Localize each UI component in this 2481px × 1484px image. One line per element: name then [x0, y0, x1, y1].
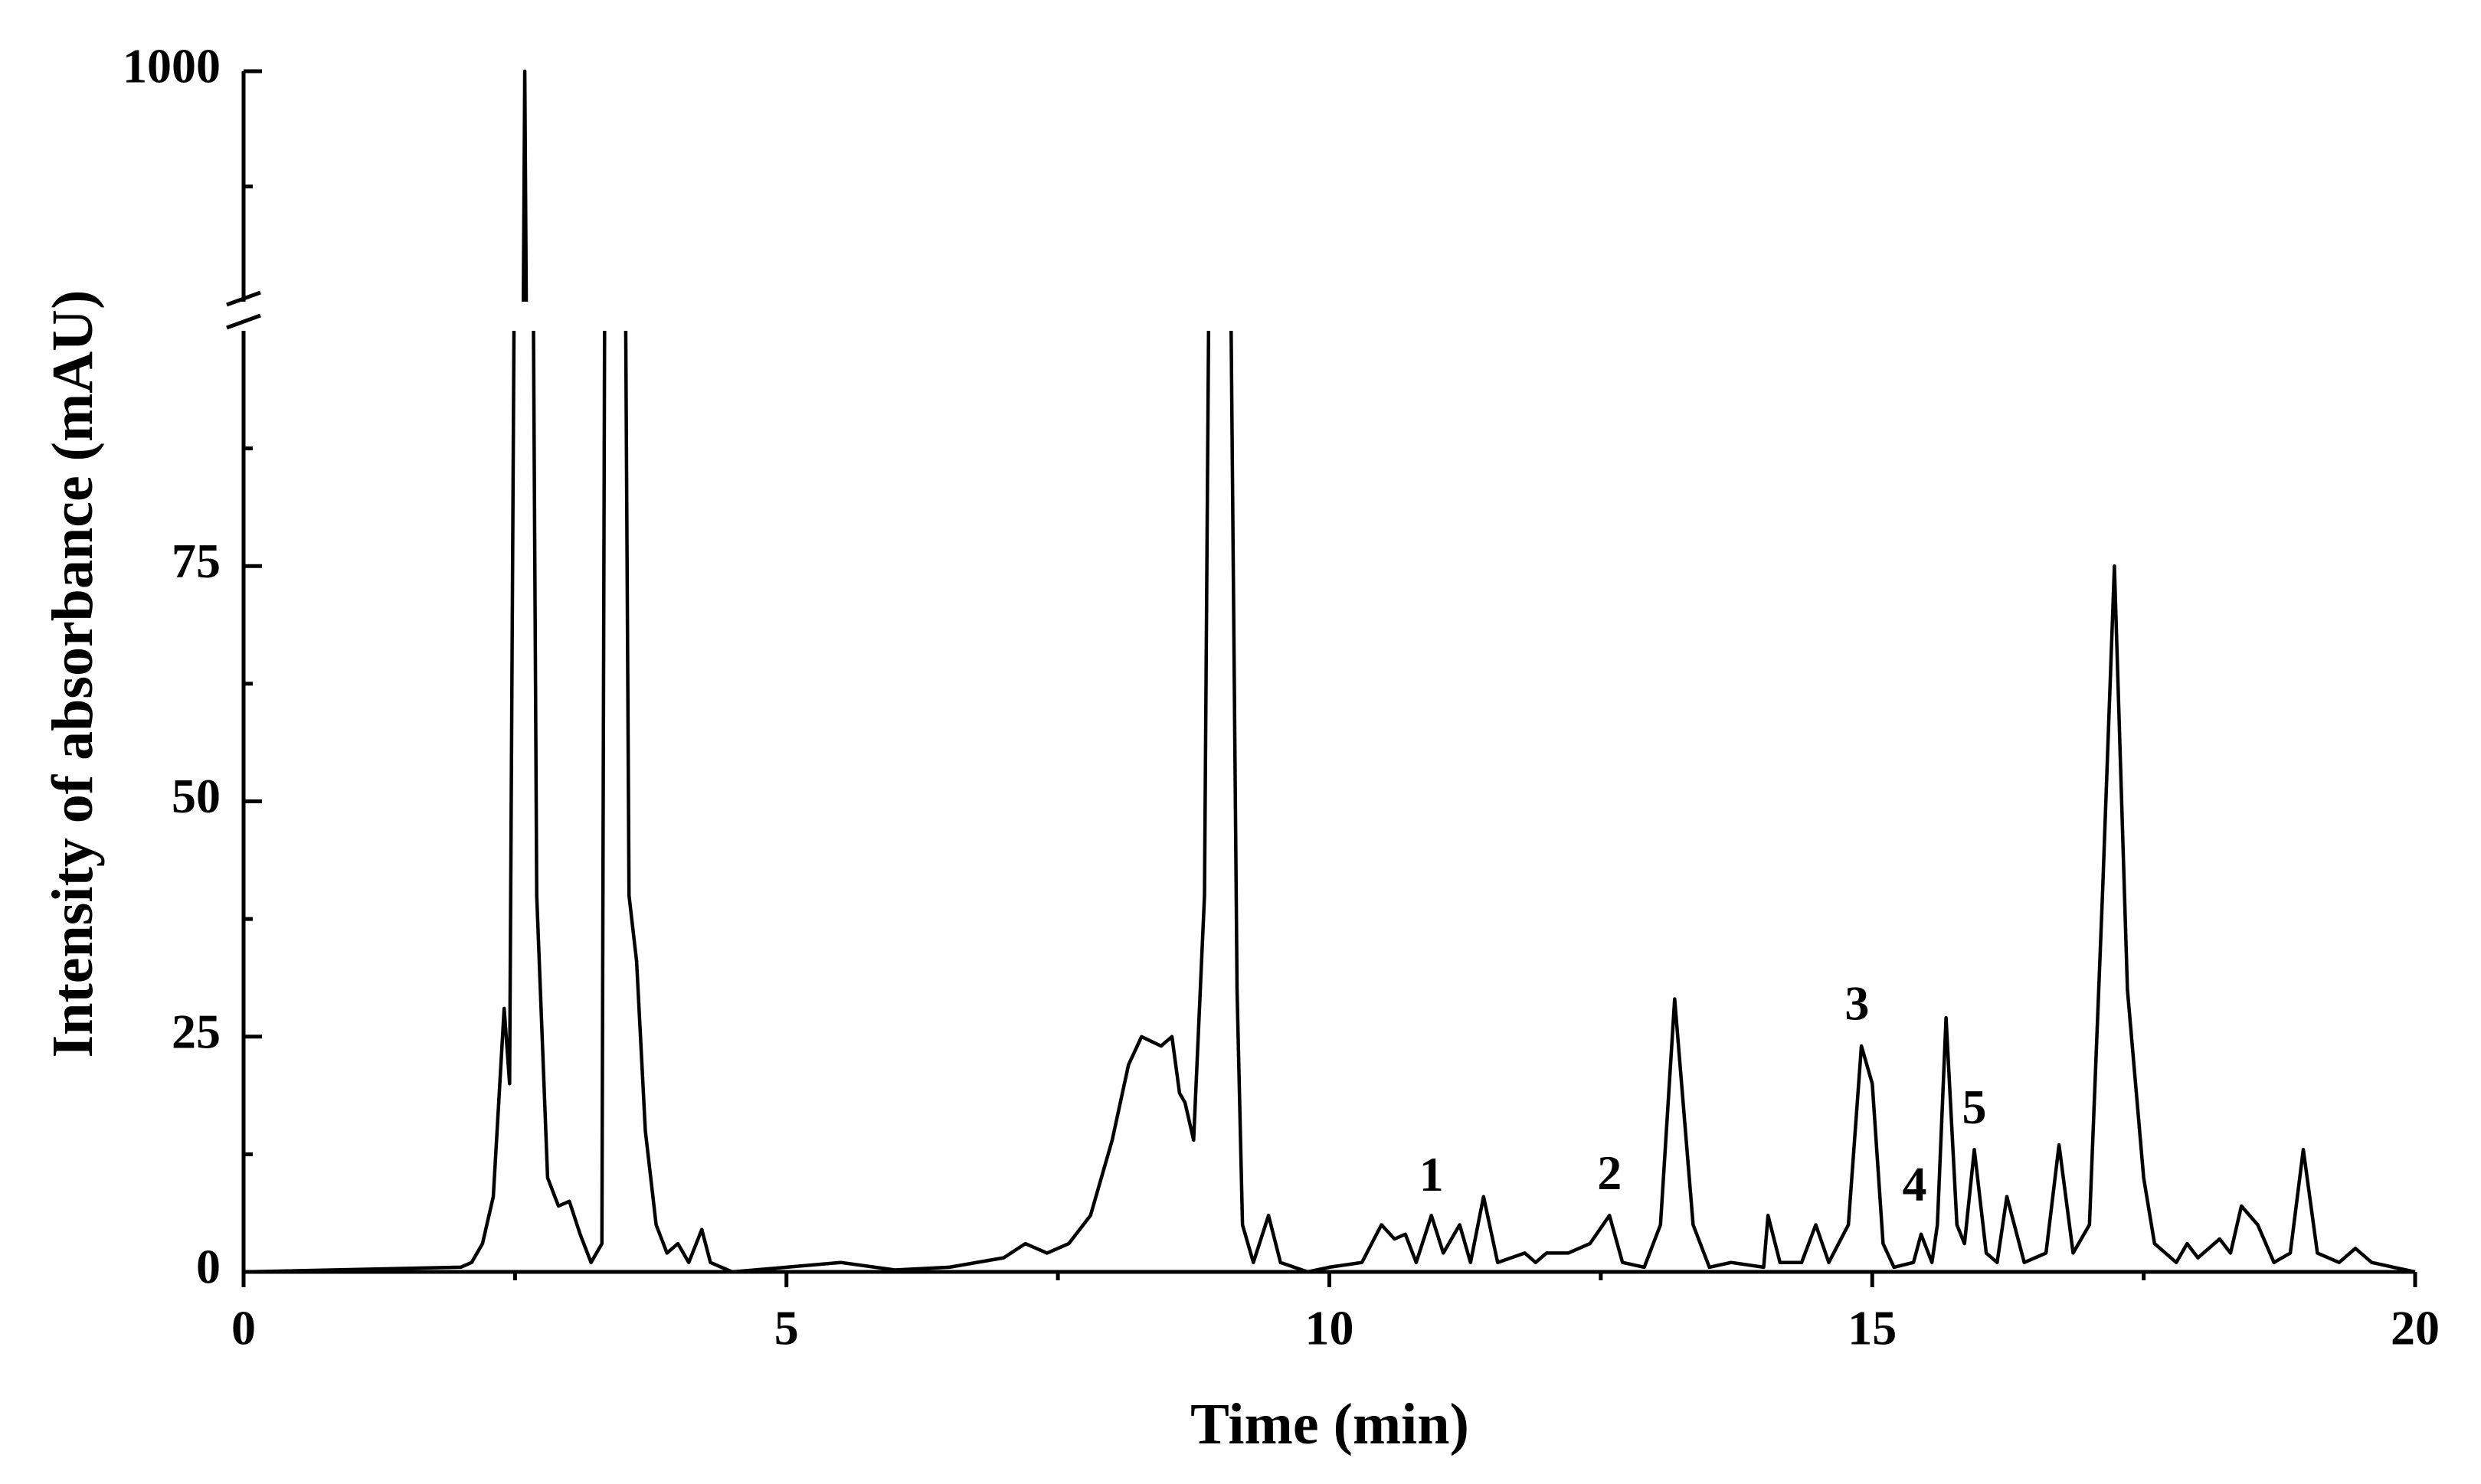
y-tick-label: 1000: [123, 39, 221, 93]
chromatogram-line: [243, 331, 2416, 1274]
peak-label: 1: [1419, 1147, 1444, 1201]
peak-label: 2: [1597, 1146, 1622, 1200]
x-tick-label: 5: [774, 1301, 799, 1355]
x-axis-title: Time (min): [1190, 1392, 1469, 1456]
chromatogram-line-upper: [521, 69, 529, 302]
y-axis-title: Intensity of absorbance (mAU): [41, 290, 105, 1058]
peak-label: 4: [1903, 1157, 1927, 1211]
peak-label: 5: [1962, 1080, 1986, 1134]
y-tick-label: 25: [172, 1004, 221, 1058]
peak-label: 3: [1844, 976, 1869, 1031]
x-tick-label: 0: [231, 1301, 256, 1355]
axis-break: [226, 313, 261, 330]
x-tick-label: 15: [1848, 1301, 1897, 1355]
y-tick-label: 50: [172, 769, 221, 823]
y-tick-label: 75: [172, 534, 221, 588]
x-tick-label: 20: [2391, 1301, 2440, 1355]
y-tick-label: 0: [196, 1240, 221, 1294]
x-tick-label: 10: [1305, 1301, 1354, 1355]
